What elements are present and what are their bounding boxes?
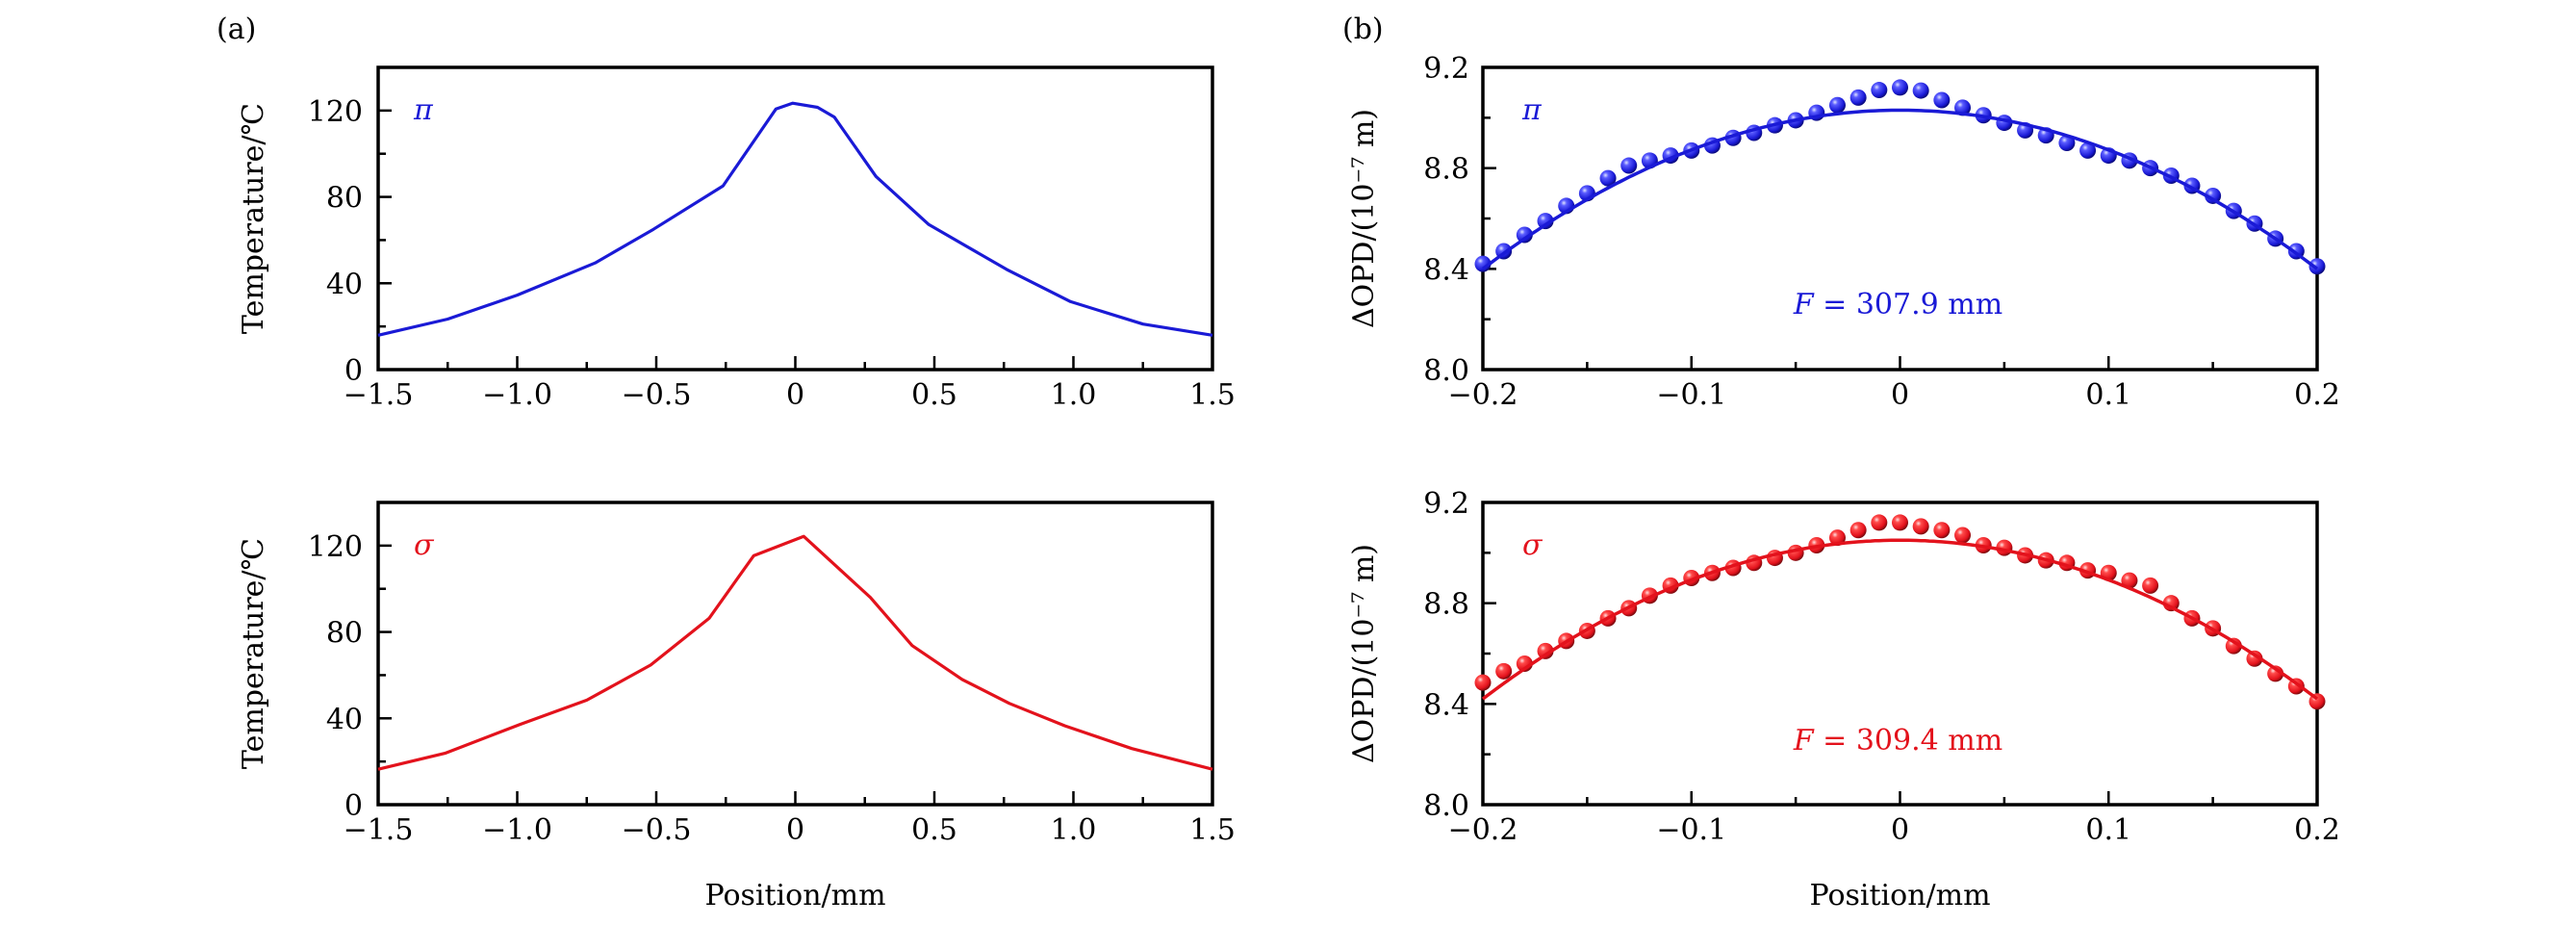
y-tick-label: 8.8 xyxy=(1423,588,1469,622)
y-axis-label: ΔOPD/(10⁻⁷ m) xyxy=(1347,544,1381,763)
x-tick-label: −1.0 xyxy=(482,378,552,412)
data-point xyxy=(2058,135,2076,151)
data-point xyxy=(1849,522,1867,539)
y-tick-label: 120 xyxy=(308,95,363,129)
y-tick-label: 120 xyxy=(308,530,363,564)
x-tick-label: 0.2 xyxy=(2294,813,2340,847)
data-point xyxy=(1912,82,1929,99)
x-tick-label: −0.1 xyxy=(1656,813,1726,847)
data-point xyxy=(1871,514,1888,531)
y-tick-label: 0 xyxy=(344,354,363,388)
y-tick-label: 8.4 xyxy=(1423,253,1469,287)
data-point xyxy=(1954,527,1972,544)
data-point xyxy=(1516,226,1533,244)
data-point xyxy=(1933,522,1951,539)
x-tick-label: 0 xyxy=(786,378,804,412)
y-tick-label: 8.0 xyxy=(1423,789,1469,823)
y-tick-label: 40 xyxy=(326,703,363,736)
y-tick-label: 9.2 xyxy=(1423,487,1469,521)
data-point xyxy=(2121,572,2138,589)
data-point xyxy=(2142,577,2159,594)
data-point xyxy=(1537,642,1554,659)
fit-curve xyxy=(1481,538,2319,701)
data-point xyxy=(1892,514,1908,531)
data-point xyxy=(2246,650,2263,667)
x-tick-label: 0.5 xyxy=(911,378,957,412)
focal-symbol: F xyxy=(1793,288,1815,321)
fit-curve xyxy=(1481,108,2319,270)
data-point xyxy=(1620,157,1638,174)
x-tick-label: 0 xyxy=(1891,378,1909,412)
panel-label-b: (b) xyxy=(1342,13,1384,46)
x-tick-label: 1.0 xyxy=(1051,378,1097,412)
panel-label-a: (a) xyxy=(217,13,256,46)
y-tick-label: 40 xyxy=(326,268,363,301)
temperature-curve xyxy=(377,534,1213,771)
chart-opd-pi: −0.2 −0.1 0 0.1 0.2 8.0 8.4 8.8 9.2 ΔOPD/(10⁻⁷ m)… xyxy=(1347,52,2340,412)
data-point xyxy=(1849,89,1867,106)
plot-frame xyxy=(1481,501,2319,807)
data-point xyxy=(1474,255,1492,272)
y-axis-label: Temperature/℃ xyxy=(237,538,270,769)
x-tick-label: −0.1 xyxy=(1656,378,1726,412)
x-tick-label: 0.2 xyxy=(2294,378,2340,412)
x-tick-label: −0.2 xyxy=(1448,813,1518,847)
data-point xyxy=(1474,674,1492,691)
plot-frame xyxy=(1481,65,2319,372)
data-point xyxy=(1537,213,1554,230)
temperature-curve xyxy=(377,101,1213,337)
y-axis-label: Temperature/℃ xyxy=(237,103,270,334)
y-tick-label: 8.0 xyxy=(1423,354,1469,388)
x-tick-label: −1.0 xyxy=(482,813,552,847)
polarization-label: σ xyxy=(414,528,435,562)
x-tick-label: −1.5 xyxy=(344,378,414,412)
y-tick-label: 80 xyxy=(326,182,363,216)
x-tick-label: −1.5 xyxy=(344,813,414,847)
chart-temperature-pi: −1.5 −1.0 −0.5 0 0.5 1.0 1.5 0 40 80 120 Temperatur… xyxy=(237,65,1236,412)
y-tick-label: 8.4 xyxy=(1423,688,1469,722)
y-tick-label: 0 xyxy=(344,789,363,823)
y-tick-label: 8.8 xyxy=(1423,153,1469,187)
data-point xyxy=(1912,518,1929,535)
data-point xyxy=(1599,169,1617,187)
data-point xyxy=(1933,91,1951,109)
polarization-label: π xyxy=(1521,93,1543,127)
polarization-label: π xyxy=(413,93,434,127)
data-point xyxy=(1828,96,1846,114)
data-point xyxy=(2079,141,2097,159)
x-axis-label: Position/mm xyxy=(704,879,885,912)
data-point xyxy=(1871,82,1888,99)
chart-temperature-sigma: −1.5 −1.0 −0.5 0 0.5 1.0 1.5 0 40 80 120 Temperatur… xyxy=(237,501,1236,912)
x-tick-label: −0.5 xyxy=(622,813,692,847)
x-tick-label: 0 xyxy=(786,813,804,847)
chart-opd-sigma: −0.2 −0.1 0 0.1 0.2 8.0 8.4 8.8 9.2 ΔOPD/(10⁻⁷ m)… xyxy=(1347,487,2340,912)
y-tick-label: 9.2 xyxy=(1423,52,1469,86)
data-point xyxy=(2162,595,2180,612)
focal-value: = 307.9 mm xyxy=(1814,288,2003,321)
data-point xyxy=(2308,258,2326,275)
x-axis-label: Position/mm xyxy=(1809,879,1990,912)
y-tick-label: 80 xyxy=(326,617,363,651)
data-point xyxy=(1892,79,1908,96)
x-tick-label: 0 xyxy=(1891,813,1909,847)
x-tick-label: −0.5 xyxy=(622,378,692,412)
data-point xyxy=(2225,637,2242,655)
x-tick-label: 0.1 xyxy=(2085,813,2131,847)
plot-frame xyxy=(376,65,1214,372)
data-point xyxy=(1495,662,1513,680)
focal-length-label: F = 307.9 mm xyxy=(1793,288,2002,321)
x-tick-label: 1.5 xyxy=(1189,813,1236,847)
x-tick-label: 0.1 xyxy=(2085,378,2131,412)
x-tick-label: 0.5 xyxy=(911,813,957,847)
plot-frame xyxy=(376,501,1214,807)
focal-value: = 309.4 mm xyxy=(1814,724,2003,758)
focal-length-label: F = 309.4 mm xyxy=(1793,724,2002,758)
x-tick-label: 1.0 xyxy=(1051,813,1097,847)
focal-symbol: F xyxy=(1793,724,1815,758)
y-axis-label: ΔOPD/(10⁻⁷ m) xyxy=(1347,109,1381,328)
x-tick-label: 1.5 xyxy=(1189,378,1236,412)
x-tick-label: −0.2 xyxy=(1448,378,1518,412)
polarization-label: σ xyxy=(1522,528,1543,562)
